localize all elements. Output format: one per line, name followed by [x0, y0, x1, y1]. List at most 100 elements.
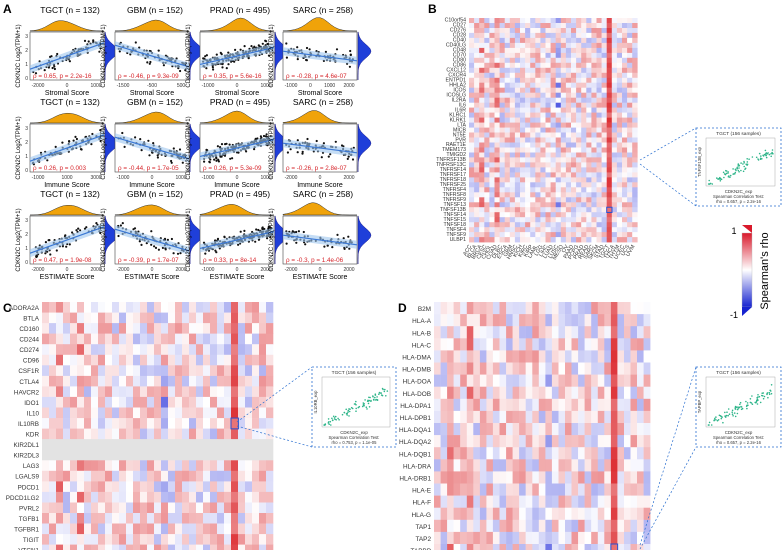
heatmap-cell [203, 544, 211, 550]
scatter-point [216, 145, 219, 148]
heatmap-cell [49, 333, 57, 345]
heatmap-cell [70, 407, 78, 419]
heatmap-cell [616, 157, 623, 163]
heatmap-cell [210, 491, 218, 503]
heatmap-cell [489, 137, 495, 143]
scatter-point [50, 55, 53, 58]
heatmap-cell [168, 502, 176, 514]
heatmap-cell [525, 37, 531, 44]
heatmap-cell [473, 447, 481, 460]
heatmap-cell [551, 350, 559, 363]
gene-label: KLRK1 [450, 117, 467, 123]
heatmap-cell [627, 127, 633, 133]
scatter-point [85, 226, 88, 229]
scatter-point [55, 249, 58, 252]
heatmap-cell [133, 407, 141, 419]
heatmap-cell [154, 513, 162, 524]
heatmap-cell [514, 37, 521, 44]
heatmap-cell [520, 92, 526, 98]
x-axis-label: Stromal Score [298, 90, 342, 97]
heatmap-cell [238, 323, 246, 334]
heatmap-cell [484, 18, 490, 24]
inset-point [768, 153, 771, 156]
heatmap-cell [576, 157, 582, 163]
heatmap-cell [550, 152, 556, 158]
heatmap-cell [484, 97, 490, 103]
heatmap-cell [581, 57, 587, 64]
heatmap-cell [484, 217, 490, 223]
gene-label: NT5E [453, 132, 467, 138]
heatmap-cell [571, 127, 577, 133]
marginal-density-x [29, 205, 105, 216]
heatmap-cell [486, 410, 494, 424]
heatmap-cell [601, 142, 607, 148]
heatmap-cell [474, 232, 480, 238]
heatmap-cell [535, 82, 541, 88]
heatmap-cell [520, 87, 526, 93]
heatmap-cell [514, 42, 521, 49]
heatmap-cell [479, 507, 487, 521]
heatmap-cell [479, 157, 485, 163]
heatmap-cell [474, 137, 480, 143]
heatmap-cell [606, 177, 613, 183]
inset-point [332, 415, 335, 418]
heatmap-cell [168, 481, 176, 493]
heatmap-cell [453, 374, 461, 387]
heatmap-cell [601, 97, 607, 103]
heatmap-cell [525, 72, 531, 79]
heatmap-cell [581, 18, 587, 24]
heatmap-cell [586, 37, 592, 44]
heatmap-cell [460, 531, 467, 545]
heatmap-cell [70, 365, 78, 377]
scatter-point [348, 247, 351, 250]
heatmap-cell [161, 396, 169, 408]
x-tick-label: -2000 [285, 175, 298, 181]
heatmap-cell [616, 87, 623, 93]
heatmap-cell [168, 302, 176, 313]
inset-point [331, 417, 333, 420]
gene-label: TNFRSF18 [440, 177, 466, 183]
gene-label: HLA-DQA1 [399, 427, 431, 434]
inset-point [367, 399, 369, 402]
heatmap-cell [525, 87, 531, 93]
heatmap-cell [494, 222, 500, 228]
heatmap-cell [91, 323, 99, 334]
heatmap-cell [509, 67, 516, 74]
heatmap-cell [469, 167, 475, 173]
heatmap-cell [643, 314, 651, 327]
heatmap-cell [77, 312, 85, 324]
heatmap-cell [560, 28, 567, 34]
heatmap-cell [571, 42, 577, 49]
heatmap-cell [627, 132, 633, 138]
gene-label: CD244 [19, 337, 39, 344]
heatmap-cell [499, 314, 507, 327]
heatmap-cell [63, 534, 71, 545]
heatmap-cell [560, 147, 567, 153]
heatmap-cell [440, 507, 448, 521]
panel-letter-d: D [398, 301, 407, 315]
heatmap-cell [112, 418, 120, 429]
heatmap-cell [545, 435, 553, 448]
heatmap-cell [586, 102, 592, 108]
scatter-point [134, 136, 137, 139]
heatmap-cell [632, 192, 638, 198]
heatmap-cell [616, 92, 623, 98]
heatmap-cell [565, 57, 572, 64]
heatmap-cell [545, 117, 551, 123]
heatmap-cell [489, 167, 495, 173]
heatmap-cell [494, 152, 500, 158]
gene-label: CTLA4 [19, 379, 39, 386]
heatmap-cell [637, 507, 644, 521]
heatmap-cell [604, 507, 612, 521]
scatter-point [148, 62, 151, 65]
heatmap-cell [231, 386, 239, 398]
heatmap-cell [245, 460, 253, 472]
heatmap-cell [126, 365, 134, 377]
heatmap-cell [565, 162, 572, 168]
heatmap-cell [479, 338, 487, 351]
heatmap-cell [596, 23, 602, 29]
inset-point [367, 402, 370, 405]
heatmap-cell [453, 471, 461, 484]
heatmap-cell [154, 386, 162, 398]
heatmap-cell [56, 354, 64, 366]
